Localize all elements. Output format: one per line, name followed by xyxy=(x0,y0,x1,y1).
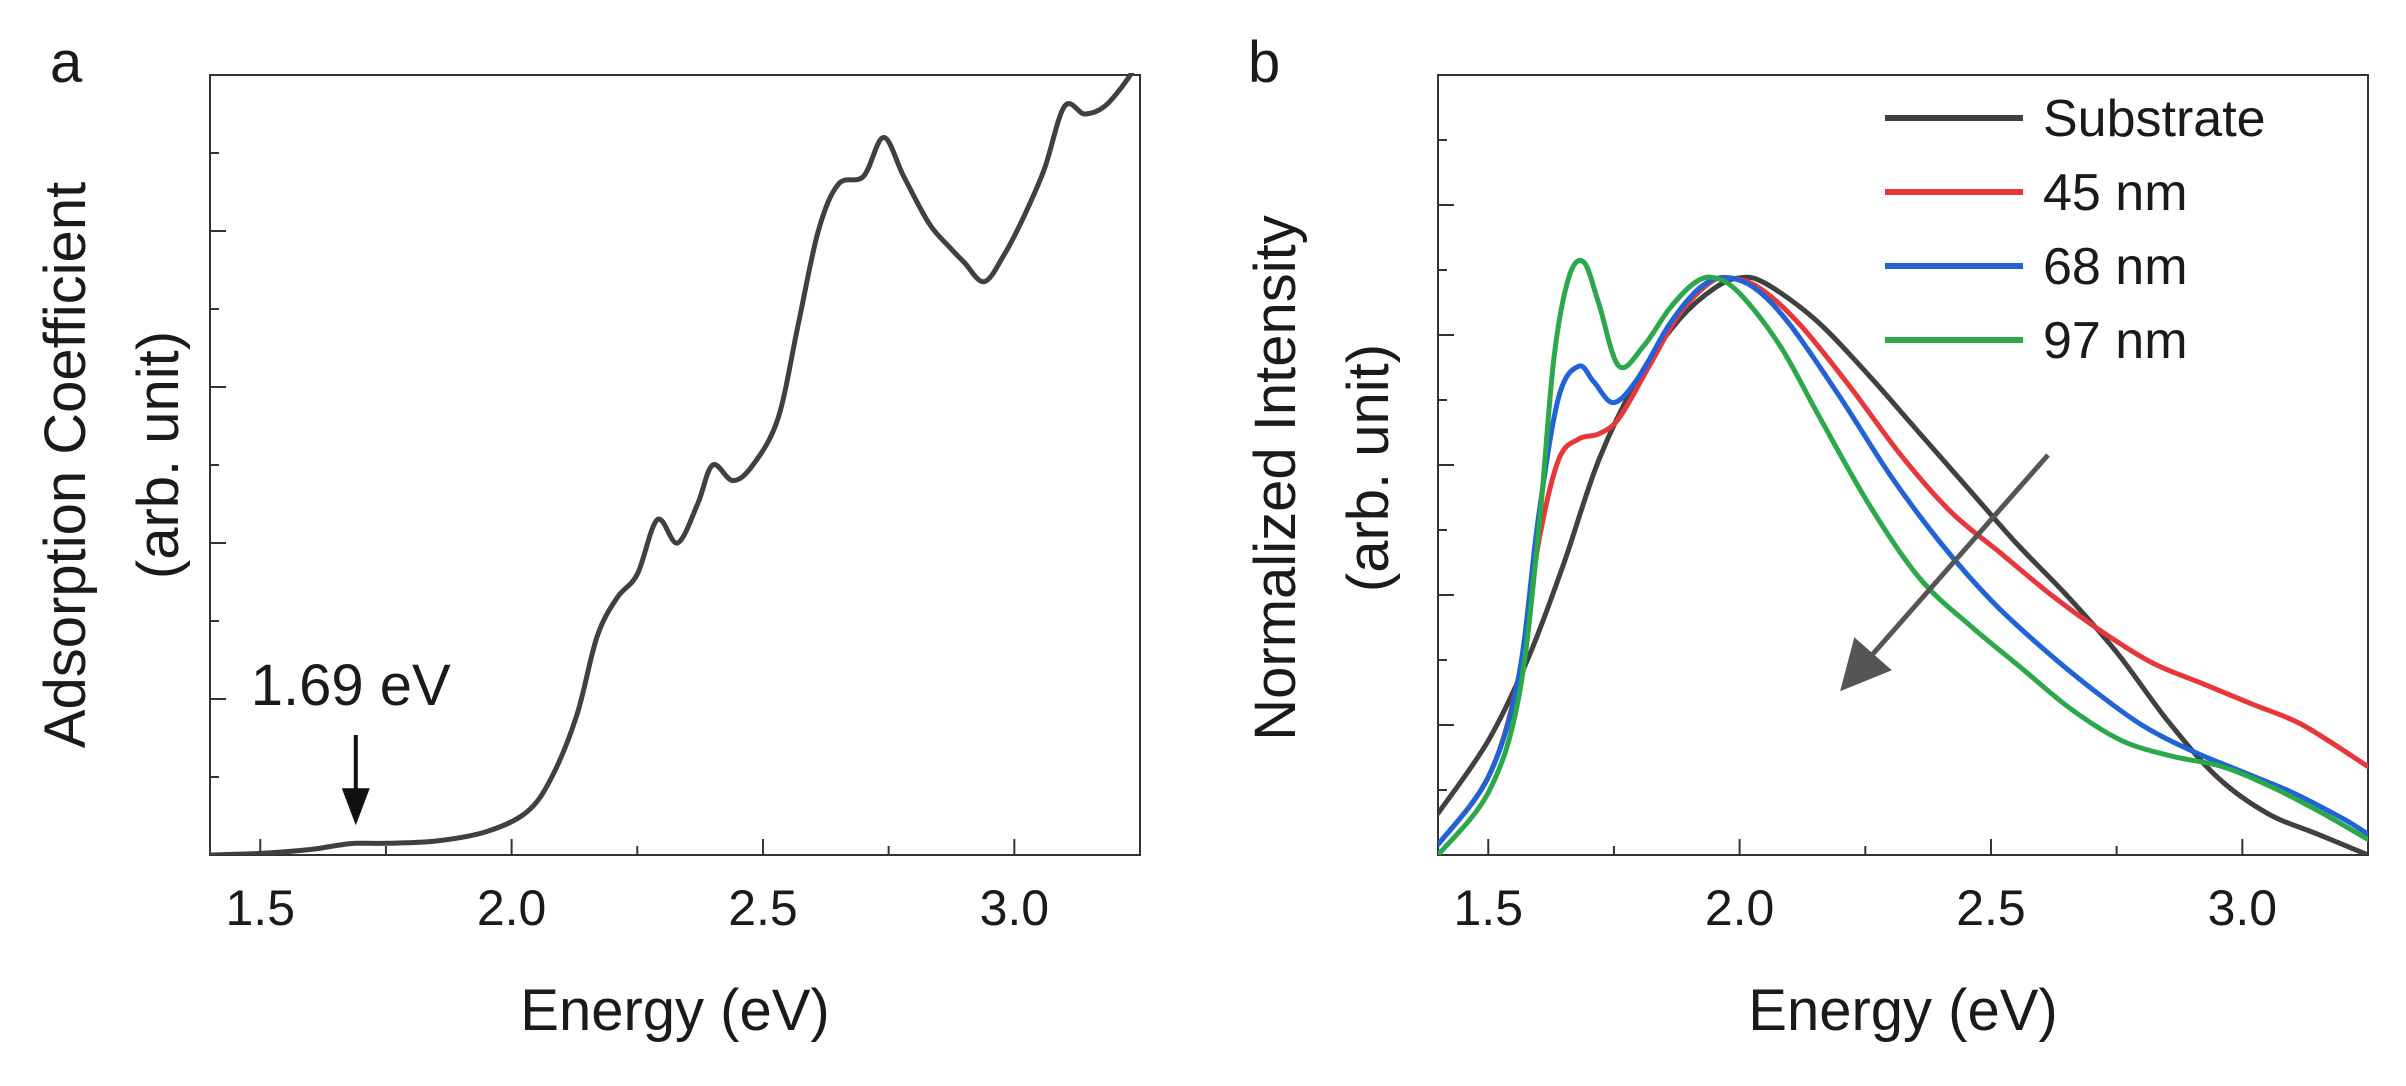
panel-a-label: a xyxy=(50,30,83,95)
x-tick-label: 1.5 xyxy=(226,880,296,936)
x-tick-label: 1.5 xyxy=(1454,880,1524,936)
panel-b-y-axis-label-line1: Normalized Intensity xyxy=(1243,215,1308,740)
x-tick-label: 2.5 xyxy=(728,880,798,936)
panel-b-y-axis xyxy=(1438,139,1454,791)
trend-arrow xyxy=(1840,453,2050,692)
series-substrate-line xyxy=(1438,274,2368,855)
panel-a-y-axis xyxy=(210,74,226,778)
series-45-nm-line xyxy=(1438,274,2368,848)
panel-b-x-axis: 1.5 2.0 2.5 3.0 xyxy=(1454,839,2369,936)
panel-b-label: b xyxy=(1248,30,1280,95)
panel-b-legend: Substrate 45 nm 68 nm 97 nm xyxy=(1885,90,2266,370)
panel-a-x-axis-label: Energy (eV) xyxy=(520,978,829,1043)
panel-a-y-axis-label-line1: Adsorption Coefficient xyxy=(33,182,98,748)
panel-a-y-axis-label-line2: (arb. unit) xyxy=(126,331,191,579)
legend-label-97-nm: 97 nm xyxy=(2043,312,2188,370)
series-68-nm-line xyxy=(1438,275,2368,848)
panel-a-x-axis: 1.5 2.0 2.5 3.0 xyxy=(226,839,1141,936)
x-tick-label: 3.0 xyxy=(980,880,1050,936)
annotation-label: 1.69 eV xyxy=(251,653,451,718)
panel-a-chart: a 1.5 2.0 2.5 3.0 Energy (eV) Adsorption Co… xyxy=(33,30,1141,1043)
legend-label-68-nm: 68 nm xyxy=(2043,238,2188,296)
legend-label-substrate: Substrate xyxy=(2043,90,2266,148)
panel-b-x-axis-label: Energy (eV) xyxy=(1748,978,2057,1043)
series-absorption-line xyxy=(210,73,1135,855)
x-tick-label: 2.0 xyxy=(477,880,547,936)
x-tick-label: 3.0 xyxy=(2208,880,2278,936)
legend-label-45-nm: 45 nm xyxy=(2043,164,2188,222)
annotation-arrow xyxy=(341,735,370,826)
x-tick-label: 2.0 xyxy=(1705,880,1775,936)
series-97-nm-line xyxy=(1438,258,2368,855)
panel-b-y-axis-label-line2: (arb. unit) xyxy=(1336,344,1401,592)
panel-b-series xyxy=(1438,258,2368,855)
x-tick-label: 2.5 xyxy=(1956,880,2026,936)
panel-a-plot-frame xyxy=(209,74,1141,856)
